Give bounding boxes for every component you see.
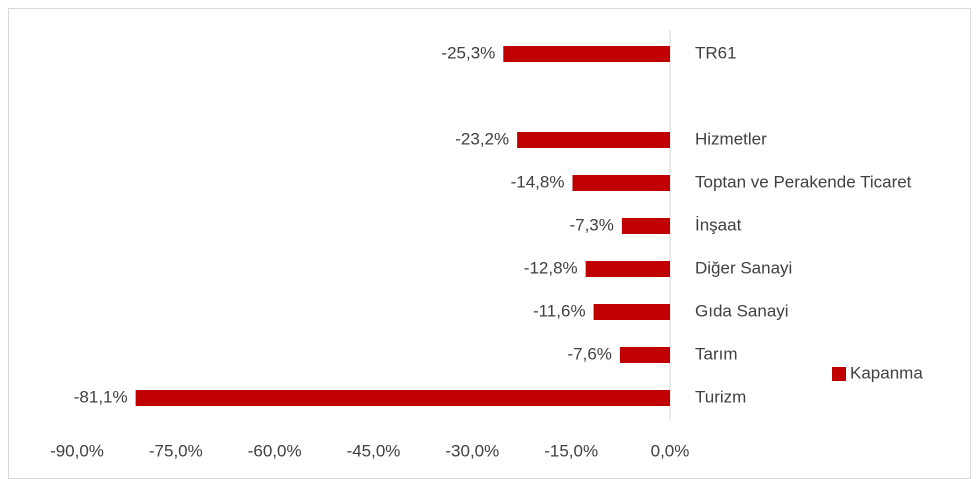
data-label: -12,8% (524, 258, 578, 277)
data-label: -23,2% (455, 129, 509, 148)
y-tick-label: Turizm (695, 387, 746, 406)
x-tick-label: 0,0% (651, 441, 690, 460)
legend-label: Kapanma (850, 363, 923, 382)
x-tick-label: -45,0% (347, 441, 401, 460)
bar (621, 218, 670, 234)
x-tick-label: -30,0% (445, 441, 499, 460)
bar (135, 390, 670, 406)
y-tick-label: Toptan ve Perakende Ticaret (695, 172, 912, 191)
y-tick-label: Gıda Sanayi (695, 301, 789, 320)
bar (585, 261, 670, 277)
bar (517, 132, 670, 148)
x-tick-label: -75,0% (149, 441, 203, 460)
x-tick-label: -90,0% (50, 441, 104, 460)
bar (503, 46, 670, 62)
data-label: -7,3% (569, 215, 613, 234)
y-tick-label: TR61 (695, 43, 737, 62)
bar (572, 175, 670, 191)
data-label: -11,6% (533, 301, 586, 320)
bar (593, 304, 670, 320)
x-tick-label: -60,0% (248, 441, 302, 460)
data-label: -81,1% (74, 387, 128, 406)
data-label: -25,3% (441, 43, 495, 62)
legend-swatch (832, 367, 846, 381)
data-label: -14,8% (511, 172, 565, 191)
y-tick-label: Hizmetler (695, 129, 767, 148)
y-tick-label: Diğer Sanayi (695, 258, 792, 277)
x-tick-label: -15,0% (544, 441, 598, 460)
data-label: -7,6% (568, 344, 612, 363)
y-tick-label: İnşaat (695, 215, 742, 234)
bar (619, 347, 670, 363)
y-tick-label: Tarım (695, 344, 738, 363)
chart-border (8, 8, 971, 479)
